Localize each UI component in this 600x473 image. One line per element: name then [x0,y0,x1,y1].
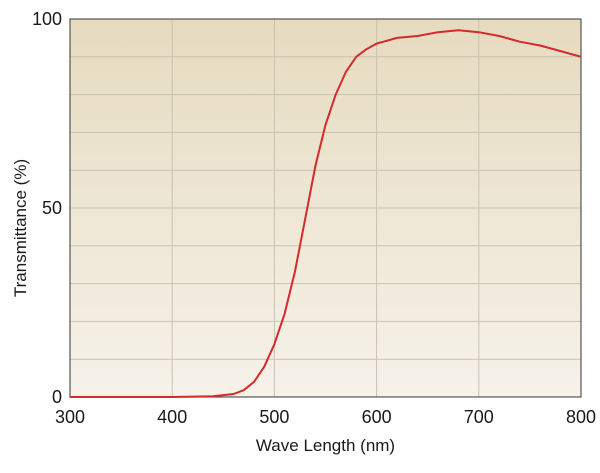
x-tick-label: 400 [157,407,187,427]
y-axis-title: Transmittance (%) [11,159,30,297]
x-tick-label: 800 [566,407,596,427]
plot-frame [69,18,582,398]
x-tick-label: 700 [464,407,494,427]
y-tick-label: 0 [52,387,62,407]
grid [70,19,581,397]
y-tick-label: 100 [32,9,62,29]
x-axis-ticks: 300 400 500 600 700 800 [55,407,596,427]
transmittance-series-line [70,29,582,398]
y-axis-ticks: 0 50 100 [32,9,62,407]
x-tick-label: 300 [55,407,85,427]
y-tick-label: 50 [42,198,62,218]
x-tick-label: 500 [259,407,289,427]
x-tick-label: 600 [362,407,392,427]
x-axis-title: Wave Length (nm) [256,436,395,455]
